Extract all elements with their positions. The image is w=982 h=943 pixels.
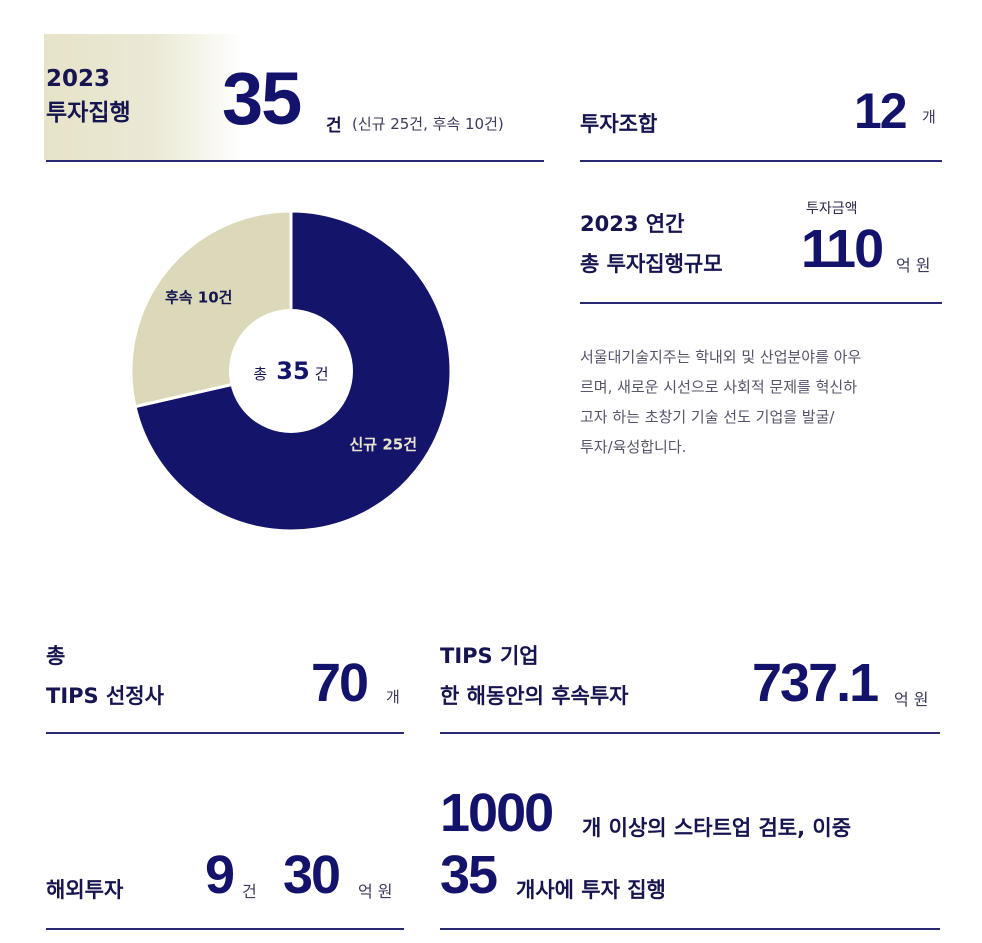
tips-value: 70 [311,653,369,713]
annual-label-line1: 2023 연간 [580,212,685,236]
description-line: 투자/육성합니다. [580,438,687,456]
tips-unit: 개 [386,688,400,706]
overseas-label: 해외투자 [46,878,124,902]
tips-label-line1: 총 [46,644,66,668]
exec-count-value: 35 [222,57,302,140]
highlight-background [44,34,244,160]
divider-top-left [46,160,544,162]
description: 서울대기술지주는 학내외 및 산업분야를 아우 르며, 새로운 시선으로 사회적… [580,342,960,462]
fund-value: 12 [854,83,908,139]
fund-unit: 개 [922,108,936,126]
startups-invested-value: 35 [440,845,498,905]
annual-value: 110 [801,219,884,279]
divider-annual [580,302,942,304]
divider-startups [440,928,940,930]
exec-label: 투자집행 [46,100,131,126]
startups-reviewed-value: 1000 [440,783,554,843]
overseas-amount-unit: 억 원 [358,882,393,901]
divider-overseas [46,928,404,930]
exec-count-unit: 건 [326,116,342,136]
fund-label: 투자조합 [580,112,658,136]
description-line: 르며, 새로운 시선으로 사회적 문제를 혁신하 [580,378,858,396]
divider-fund [580,160,942,162]
annual-caption: 투자금액 [806,201,858,217]
year-label: 2023 [46,66,111,92]
donut-hole [229,309,353,433]
overseas-count: 9 [205,845,235,905]
exec-detail: (신규 25건, 후속 10건) [352,115,504,133]
tips-follow-line1: TIPS 기업 [440,644,539,668]
investment-donut-chart: 신규 25건 후속 10건 총 35 건 [129,209,453,533]
description-line: 고자 하는 초창기 기술 선도 기업을 발굴/ [580,408,835,426]
donut-slice-label: 후속 10건 [165,288,233,306]
startups-reviewed-text: 개 이상의 스타트업 검토, 이중 [582,816,852,840]
annual-label-line2: 총 투자집행규모 [580,252,723,276]
divider-tips-follow [440,732,940,734]
description-line: 서울대기술지주는 학내외 및 산업분야를 아우 [580,348,862,366]
annual-unit: 억 원 [896,256,931,275]
overseas-amount: 30 [283,845,341,905]
donut-slice-label: 신규 25건 [350,436,418,454]
donut-center-label: 총 35 건 [253,357,328,385]
tips-follow-unit: 억 원 [894,690,929,709]
tips-follow-value: 737.1 [752,653,879,713]
tips-follow-line2: 한 해동안의 후속투자 [440,684,629,708]
startups-invested-text: 개사에 투자 집행 [516,878,666,902]
tips-label-line2: TIPS 선정사 [46,684,164,708]
divider-tips [46,732,404,734]
overseas-count-unit: 건 [242,882,257,901]
